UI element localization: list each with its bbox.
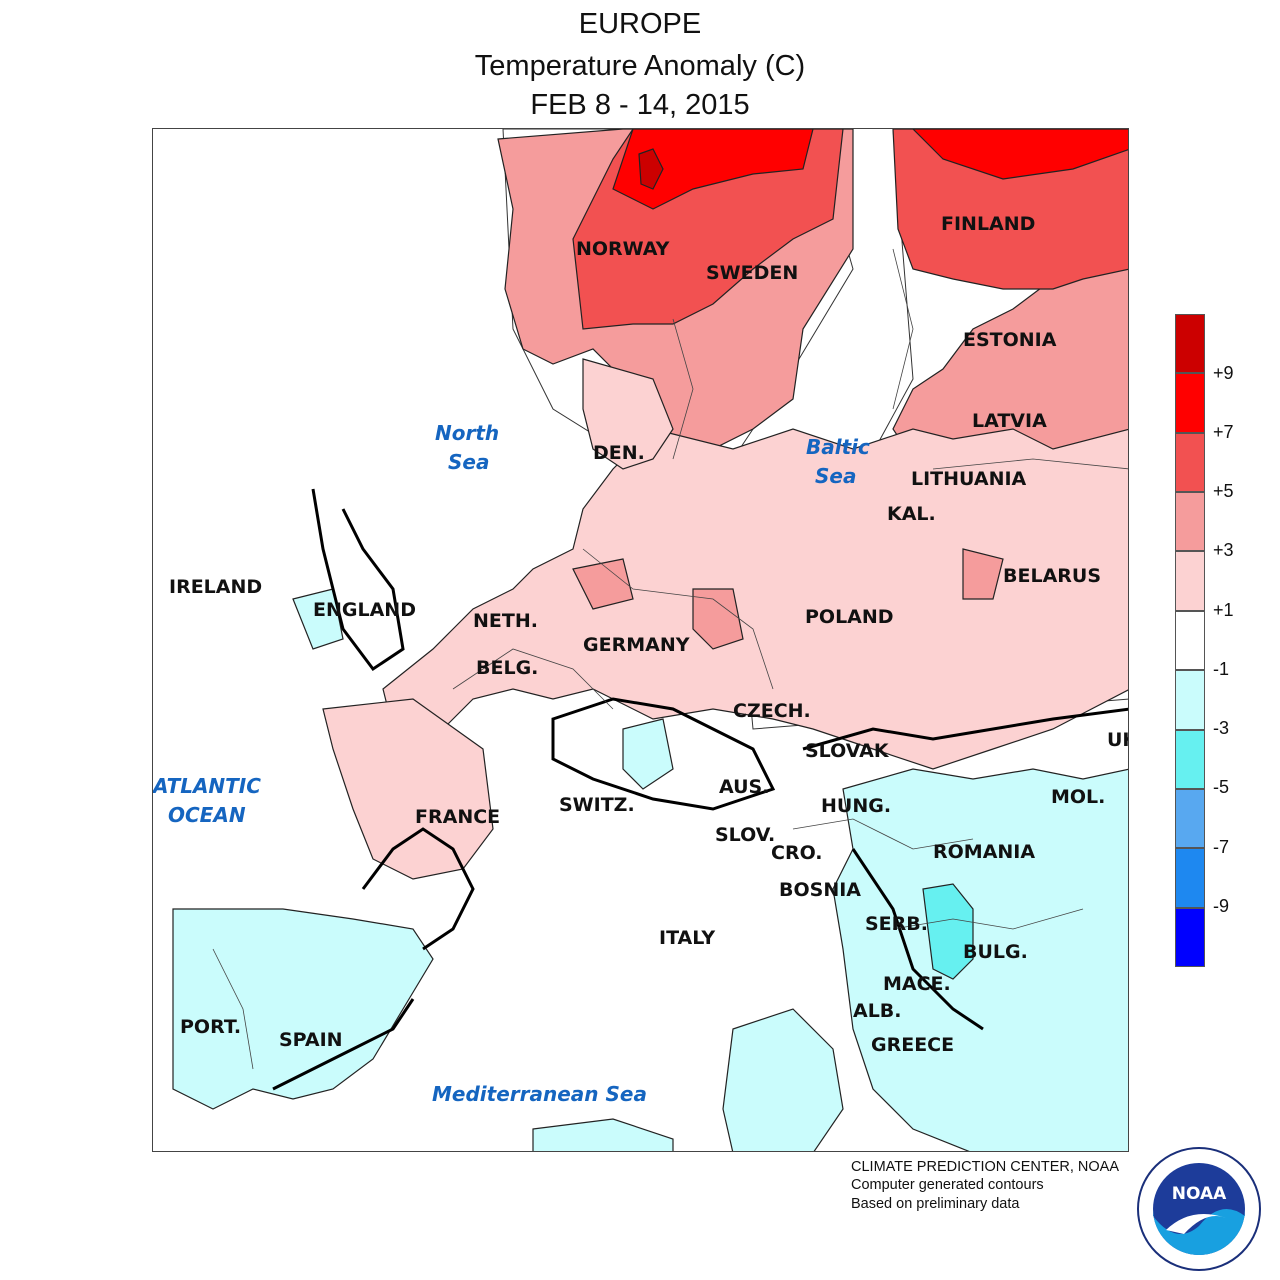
label-baltic-sea-1: Baltic (806, 435, 870, 459)
legend-tick: -9 (1213, 896, 1230, 916)
legend-swatch (1175, 373, 1205, 433)
legend-tick: -1 (1213, 659, 1230, 679)
label-atlantic-1: ATLANTIC (153, 774, 261, 798)
label-belgium: BELG. (476, 657, 538, 679)
label-north-sea-1: North (435, 421, 499, 445)
label-north-sea-2: Sea (448, 450, 489, 474)
label-slovakia: SLOVAK (805, 740, 890, 762)
label-portugal: PORT. (180, 1016, 241, 1038)
label-czech: CZECH. (733, 700, 811, 722)
legend-swatch (1175, 610, 1205, 671)
credit-line-1: CLIMATE PREDICTION CENTER, NOAA (851, 1159, 1120, 1175)
label-belarus: BELARUS (1003, 565, 1101, 587)
credit-line-3: Based on preliminary data (851, 1196, 1020, 1212)
legend-tick: -5 (1213, 777, 1230, 797)
label-greece: GREECE (871, 1034, 954, 1056)
legend-swatch (1175, 788, 1205, 849)
map-variable: Temperature Anomaly (C) (474, 50, 806, 82)
legend-swatch (1175, 729, 1205, 789)
cool-anomaly-south (172, 588, 1128, 1151)
map-title: EUROPE (578, 8, 702, 40)
credit-line-2: Computer generated contours (851, 1177, 1044, 1193)
label-lithuania: LITHUANIA (911, 468, 1027, 490)
map-canvas: NORWAY SWEDEN FINLAND ESTONIA LATVIA LIT… (153, 129, 1129, 1151)
label-romania: ROMANIA (933, 841, 1035, 863)
legend-swatch (1175, 551, 1205, 611)
warm-anomaly-central (322, 358, 1128, 880)
noaa-logo: NOAA (1137, 1147, 1261, 1271)
label-england: ENGLAND (313, 599, 416, 621)
legend-swatch (1175, 492, 1205, 552)
legend-tick: -3 (1213, 718, 1230, 738)
country-labels: NORWAY SWEDEN FINLAND ESTONIA LATVIA LIT… (169, 213, 1129, 1056)
label-spain: SPAIN (279, 1029, 343, 1051)
label-italy: ITALY (659, 927, 715, 949)
label-bosnia: BOSNIA (779, 879, 861, 901)
label-bulgaria: BULG. (963, 941, 1028, 963)
color-legend (1175, 314, 1205, 967)
label-france: FRANCE (415, 806, 500, 828)
legend-tick: -7 (1213, 837, 1230, 857)
label-ireland: IRELAND (169, 576, 262, 598)
legend-tick: +5 (1213, 481, 1234, 501)
label-norway: NORWAY (576, 238, 670, 260)
label-netherlands: NETH. (473, 610, 538, 632)
zero-contours (272, 488, 1128, 1091)
label-ukraine: UK (1107, 729, 1129, 751)
label-poland: POLAND (805, 606, 894, 628)
legend-tick: +3 (1213, 540, 1234, 560)
label-denmark: DEN. (593, 442, 645, 464)
label-finland: FINLAND (941, 213, 1035, 235)
label-germany: GERMANY (583, 634, 690, 656)
label-austria: AUS. (719, 776, 769, 798)
map-period: FEB 8 - 14, 2015 (530, 89, 750, 121)
label-switzerland: SWITZ. (559, 794, 635, 816)
legend-swatch (1175, 848, 1205, 908)
label-albania: ALB. (853, 1000, 902, 1022)
label-baltic-sea-2: Sea (815, 464, 856, 488)
label-moldova: MOL. (1051, 786, 1105, 808)
noaa-logo-text: NOAA (1172, 1184, 1227, 1204)
label-serbia: SERB. (865, 913, 928, 935)
sea-labels: North Sea Baltic Sea ATLANTIC OCEAN Medi… (153, 421, 870, 1106)
label-latvia: LATVIA (972, 410, 1047, 432)
legend-swatch (1175, 314, 1205, 374)
legend-swatch (1175, 907, 1205, 967)
legend-swatch (1175, 432, 1205, 493)
label-macedonia: MACE. (883, 973, 951, 995)
label-kaliningrad: KAL. (887, 503, 936, 525)
label-estonia: ESTONIA (963, 329, 1057, 351)
country-borders (212, 248, 1128, 1070)
label-hungary: HUNG. (821, 795, 891, 817)
legend-tick: +9 (1213, 363, 1234, 383)
anomaly-map: NORWAY SWEDEN FINLAND ESTONIA LATVIA LIT… (152, 128, 1129, 1152)
label-slovenia: SLOV. (715, 824, 775, 846)
legend-tick: +7 (1213, 422, 1234, 442)
label-atlantic-2: OCEAN (168, 803, 246, 827)
label-croatia: CRO. (771, 842, 823, 864)
legend-tick: +1 (1213, 600, 1234, 620)
label-mediterranean: Mediterranean Sea (432, 1082, 647, 1106)
legend-swatch (1175, 670, 1205, 730)
label-sweden: SWEDEN (706, 262, 798, 284)
